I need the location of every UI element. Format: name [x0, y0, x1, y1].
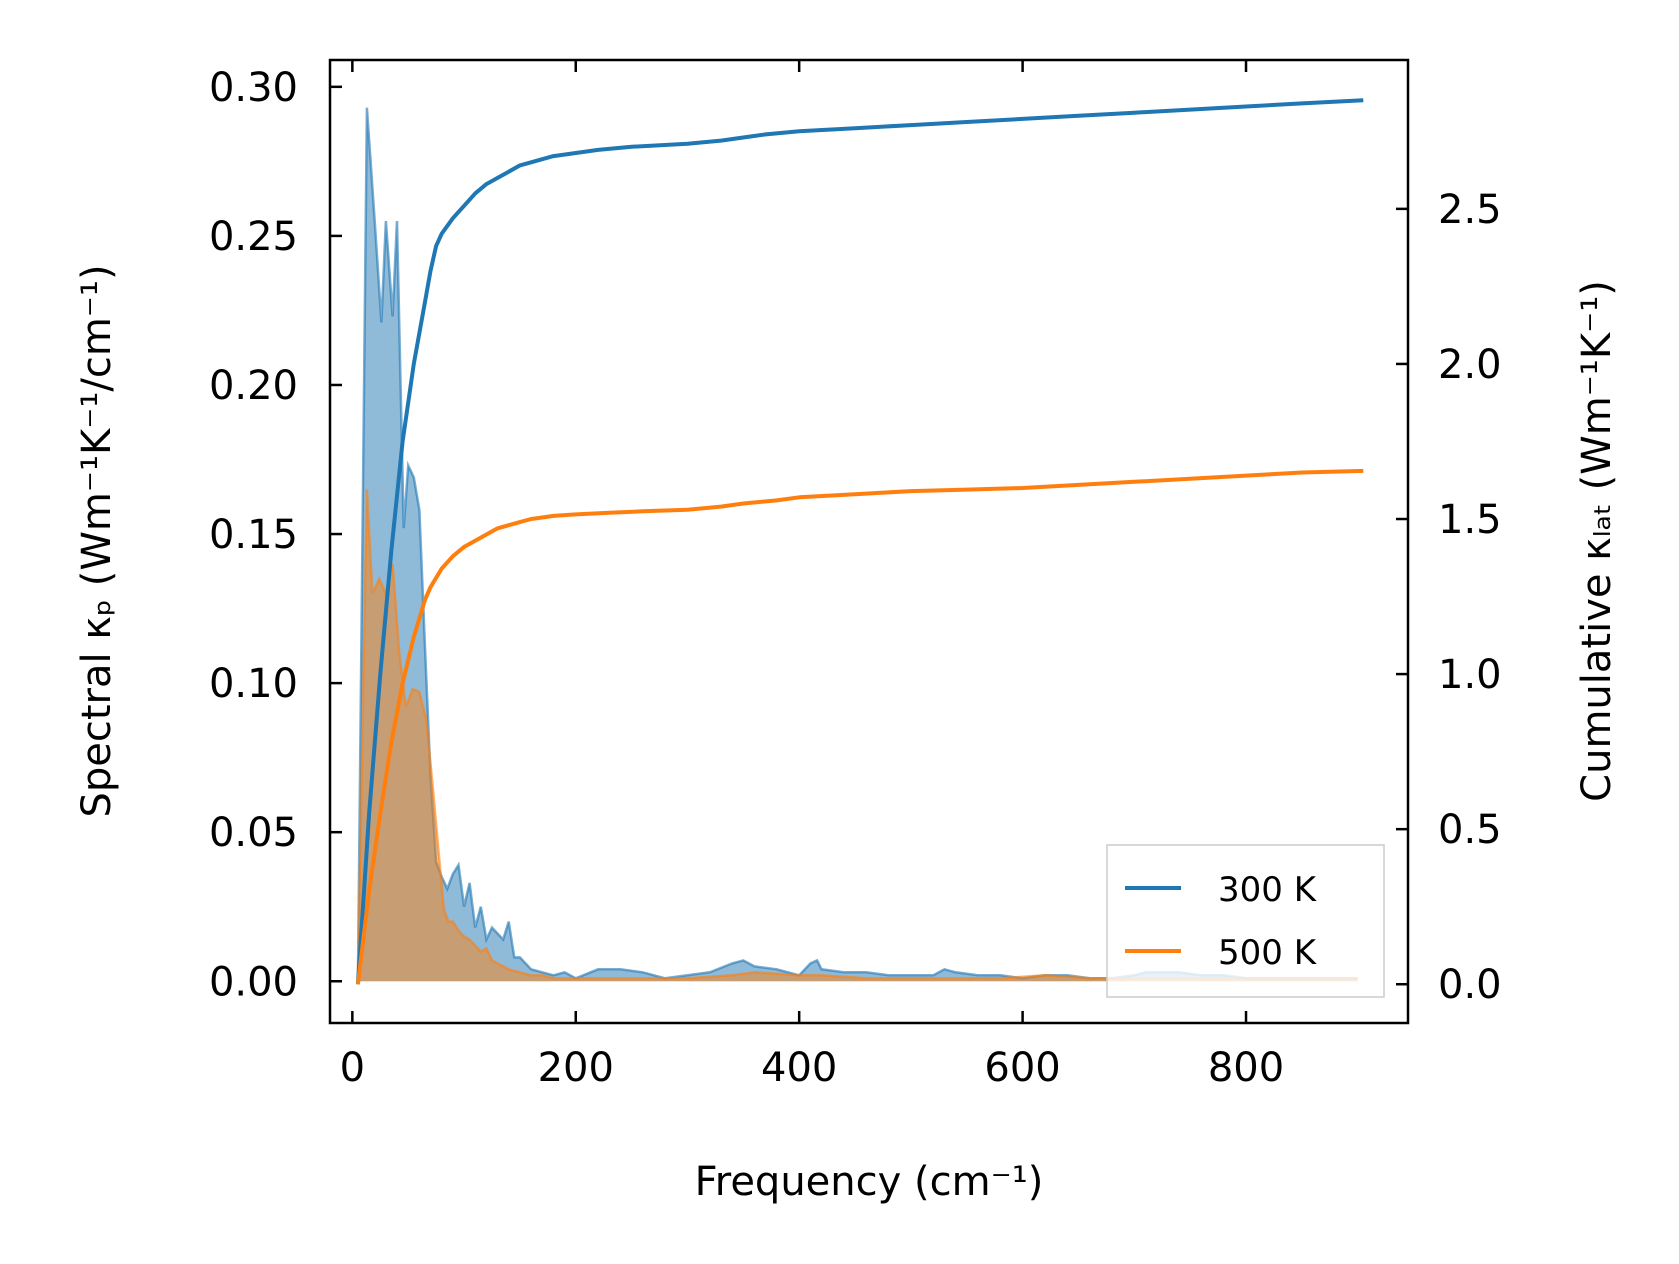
left-y-tick-label: 0.30 [209, 65, 298, 111]
cumulative-series-layer [355, 98, 1364, 985]
left-y-tick-label: 0.05 [209, 810, 298, 856]
legend-box [1106, 844, 1385, 998]
x-tick-label: 0 [340, 1045, 365, 1091]
plot-frame [328, 58, 1410, 1025]
right-y-tick-label: 1.0 [1438, 652, 1502, 698]
left-y-tick-label: 0.00 [209, 959, 298, 1005]
left-y-tick-label: 0.10 [209, 661, 298, 707]
cumulative-line-300k [355, 98, 1364, 985]
right-y-tick-label: 1.5 [1438, 497, 1502, 543]
spectral-area-300k [357, 107, 1358, 982]
x-tick-label: 200 [538, 1045, 614, 1091]
right-y-tick-label: 0.5 [1438, 807, 1502, 853]
left-y-tick-label: 0.15 [209, 512, 298, 558]
cumulative-line-500k [355, 468, 1364, 985]
right-y-tick-label: 2.0 [1438, 342, 1502, 388]
x-tick-label: 600 [984, 1045, 1060, 1091]
left-y-axis-title: Spectral κₚ (Wm⁻¹K⁻¹/cm⁻¹) [74, 264, 120, 817]
x-tick-label: 400 [761, 1045, 837, 1091]
left-y-tick-label: 0.20 [209, 363, 298, 409]
x-axis-title: Frequency (cm⁻¹) [695, 1159, 1044, 1205]
legend-label-300k: 300 K [1218, 870, 1318, 910]
spectral-area-500k [357, 489, 1358, 982]
spectral-line-500k [356, 489, 1358, 982]
left-y-tick-label: 0.25 [209, 214, 298, 260]
right-y-tick-label: 2.5 [1438, 187, 1502, 233]
x-tick-label: 800 [1208, 1045, 1284, 1091]
right-y-tick-label: 0.0 [1438, 962, 1502, 1008]
ticks-layer: 0 200 400 600 800 0.00 0.05 0.10 0.15 0.20 0.25 0.3… [209, 60, 1502, 1091]
legend-label-500k: 500 K [1218, 933, 1318, 973]
legend: 300 K 500 K [1106, 844, 1385, 998]
right-y-axis-title: Cumulative κₗₐₜ (Wm⁻¹K⁻¹) [1574, 280, 1620, 802]
